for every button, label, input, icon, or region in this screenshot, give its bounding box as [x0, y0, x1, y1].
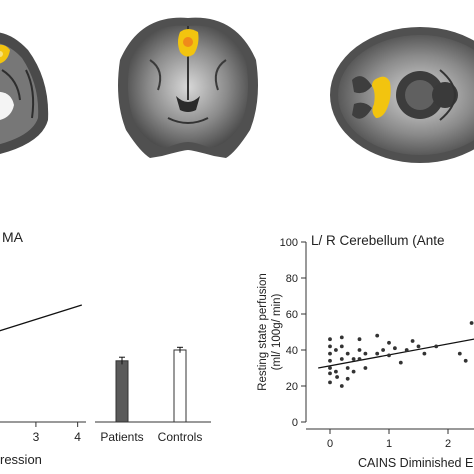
y-axis-label-line: (ml/ 100g/ min) [271, 293, 283, 370]
data-point [351, 357, 356, 361]
data-point [334, 369, 338, 374]
data-point [334, 348, 338, 352]
y-tick-label: 60 [286, 309, 298, 321]
category-label: Patients [100, 430, 143, 444]
sma-scatter-chart: MA 3 4 ression [0, 229, 86, 467]
data-point [351, 369, 356, 374]
brain-images-row [0, 17, 474, 163]
data-point [463, 358, 468, 363]
x-tick-label: 3 [33, 430, 40, 444]
data-point [387, 340, 391, 345]
data-point [469, 321, 474, 325]
data-point [339, 357, 344, 361]
data-point [357, 337, 362, 342]
data-point [416, 344, 421, 349]
regression-line [318, 338, 474, 369]
data-point [335, 375, 339, 379]
data-point [328, 358, 332, 363]
data-point [357, 348, 362, 352]
x-tick-label: 2 [445, 438, 451, 450]
x-tick-label: 1 [386, 438, 392, 450]
data-point [339, 335, 344, 340]
x-tick-label: 4 [74, 430, 81, 444]
data-point [375, 333, 380, 338]
data-point [328, 371, 332, 376]
data-point [404, 348, 409, 352]
chart-title: L/ R Cerebellum (Ante [311, 233, 445, 248]
y-axis-label: Resting state perfusion (ml/ 100g/ min) [257, 273, 283, 391]
bar [115, 360, 129, 423]
data-point [345, 376, 350, 381]
data-point [457, 351, 462, 356]
x-tick-label: 0 [327, 438, 333, 450]
data-point [393, 346, 397, 351]
sagittal-activation-cluster [0, 44, 10, 64]
data-point [422, 351, 427, 356]
data-point [339, 384, 344, 388]
axial-activation-cluster [372, 76, 391, 118]
data-point [410, 339, 415, 343]
data-point [357, 357, 362, 361]
data-point [381, 348, 385, 352]
data-point [345, 351, 350, 356]
y-axis-label-line: Resting state perfusion [257, 273, 269, 391]
group-bar-chart: Patients Controls [95, 346, 211, 444]
coronal-brain-slice [118, 17, 258, 159]
data-point [328, 337, 332, 342]
data-point [328, 380, 332, 385]
y-tick-label: 0 [292, 417, 298, 429]
bar [173, 349, 187, 423]
data-point [328, 351, 332, 356]
data-point [434, 344, 439, 349]
category-label: Controls [158, 430, 203, 444]
data-point [328, 366, 332, 370]
data-point [328, 344, 332, 349]
y-tick-label: 100 [280, 237, 298, 249]
data-point [375, 351, 380, 356]
axial-brain-slice [330, 27, 474, 163]
cerebellum-scatter-chart: L/ R Cerebellum (Ante 0 20 40 60 80 100 0 1 2 Res… [257, 233, 474, 470]
y-tick-label: 20 [286, 381, 298, 393]
data-point [363, 351, 368, 356]
data-point [387, 353, 391, 358]
data-point [345, 366, 350, 370]
data-point [398, 360, 403, 365]
data-point [363, 366, 368, 370]
y-tick-label: 40 [286, 345, 298, 357]
regression-line [0, 304, 83, 332]
chart-title: MA [2, 229, 24, 245]
x-axis-label: CAINS Diminished E [358, 456, 473, 470]
x-axis-label: ression [0, 452, 42, 467]
data-point [339, 344, 344, 349]
sagittal-brain-slice [0, 32, 49, 154]
y-tick-label: 80 [286, 273, 298, 285]
